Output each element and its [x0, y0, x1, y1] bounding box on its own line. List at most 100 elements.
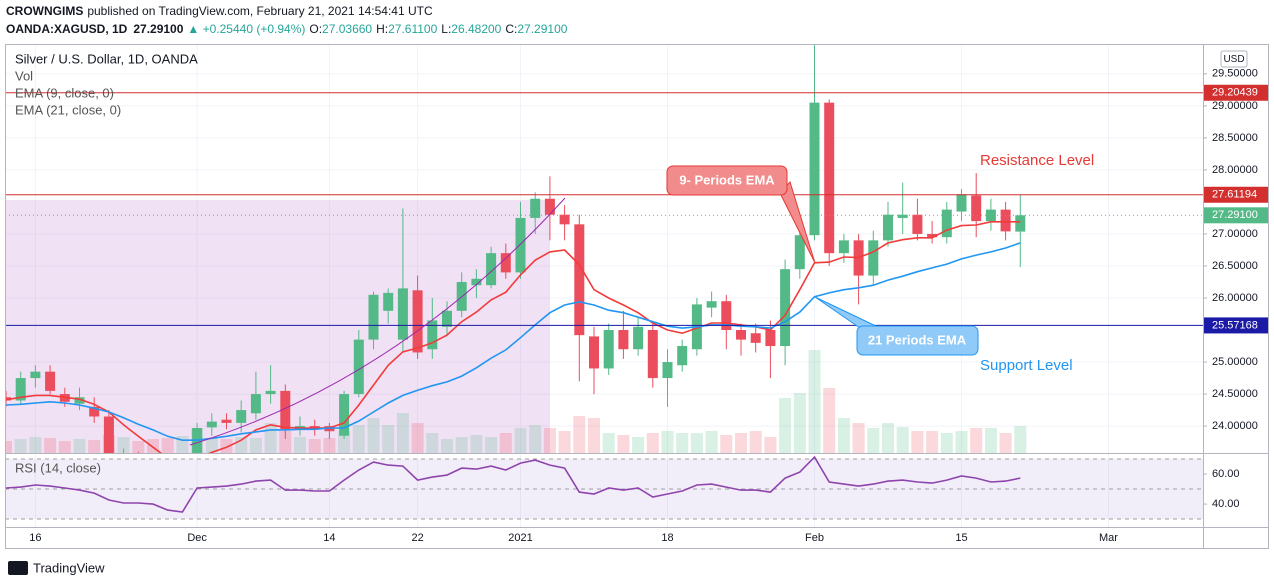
volume-bar — [58, 441, 71, 453]
last-price-box — [1204, 207, 1268, 224]
axes: 29.50000 29.00000 28.50000 28.00000 27.00000… — [29, 68, 1268, 544]
volume-bar — [499, 433, 512, 453]
candle-body — [809, 102, 820, 236]
candle-body — [603, 330, 614, 369]
volume-bar — [396, 413, 409, 453]
candle-body — [824, 102, 835, 254]
volume-bar — [867, 428, 880, 453]
ema-line — [5, 221, 1021, 453]
volume-bar — [749, 431, 762, 453]
frame-border — [5, 44, 1269, 549]
candle-body — [897, 214, 908, 218]
legend-entry: EMA (9, close, 0) — [15, 85, 114, 100]
candle-body — [559, 214, 570, 225]
volume-bar — [352, 425, 365, 453]
candle-body — [574, 224, 585, 336]
candle-body — [221, 419, 232, 423]
x-tick-label: 16 — [29, 532, 41, 544]
volume-bar — [308, 439, 321, 453]
candle-body — [236, 410, 247, 423]
symbol-line: OANDA:XAGUSD, 1D 27.29100 ▲ +0.25440 (+0.9… — [6, 22, 568, 36]
ema-line — [5, 242, 1021, 441]
candle-body — [662, 362, 673, 379]
ohlc-value: 27.29100 — [517, 22, 567, 36]
candle-body — [971, 195, 982, 222]
frame — [5, 44, 1269, 549]
candle-body — [383, 292, 394, 311]
candle-body — [250, 394, 261, 414]
candle-body — [442, 310, 452, 327]
currency-box — [1220, 50, 1248, 68]
volume-bar — [14, 439, 27, 453]
candle-body — [397, 288, 408, 340]
candle-body — [74, 397, 85, 404]
last-price-label: 27.29100 — [1212, 209, 1258, 221]
volume-bar — [543, 428, 556, 453]
y-tick-label: 28.50000 — [1212, 132, 1258, 144]
candle-body — [1000, 209, 1011, 232]
volume-bar — [411, 423, 424, 453]
volume-bar — [882, 423, 894, 453]
volume-bar — [558, 431, 571, 453]
candle-body — [677, 346, 688, 366]
volume-bar — [205, 438, 218, 453]
y-tick-label: 28.00000 — [1212, 164, 1258, 176]
volume-bar — [852, 423, 865, 453]
level-label-box — [1204, 84, 1268, 101]
candle-body — [30, 371, 41, 379]
candle-body — [1015, 215, 1026, 232]
volume-bar — [5, 441, 12, 453]
ohlc-key: C: — [505, 22, 517, 36]
volume-bar — [117, 437, 130, 453]
volume-bar — [220, 439, 233, 453]
y-tick-label: 29.50000 — [1212, 68, 1258, 80]
brand: TradingView — [33, 560, 105, 575]
candle-body — [633, 326, 644, 350]
volume-bar — [88, 440, 101, 453]
symbol: OANDA:XAGUSD, 1D — [6, 22, 128, 36]
callout-box — [666, 165, 788, 196]
candle-body — [280, 390, 291, 430]
volume-bar — [617, 435, 630, 453]
publisher: CROWNGIMS — [6, 4, 83, 18]
chart-title: Silver / U.S. Dollar, 1D, OANDA — [15, 51, 198, 66]
candle-body — [647, 330, 658, 379]
volume-bar — [970, 428, 983, 453]
candle-body — [706, 301, 717, 308]
volume-bar — [837, 418, 850, 453]
volume-bar — [382, 425, 395, 453]
candle-body — [486, 253, 497, 286]
volume-bar — [514, 428, 527, 453]
y-tick-label: 26.00000 — [1212, 292, 1258, 304]
volume-bar — [911, 431, 924, 453]
legend-entry: Vol — [15, 68, 33, 83]
volume-bar — [999, 433, 1012, 453]
trend-curve — [189, 197, 566, 446]
y-tick-label: 26.50000 — [1212, 260, 1258, 272]
volume-bar — [690, 433, 703, 453]
volume-bar — [161, 438, 174, 453]
candle-body — [589, 336, 599, 369]
candle-body — [736, 330, 746, 340]
published: published on TradingView.com, February 2… — [87, 4, 433, 18]
ohlc-key: H: — [376, 22, 388, 36]
candle-body — [618, 330, 629, 350]
candle-body — [927, 233, 938, 238]
volume-bar — [367, 418, 380, 453]
callout-box — [856, 325, 979, 356]
annotation: 21 Periods EMA — [868, 332, 967, 347]
change: ▲ +0.25440 (+0.94%) — [187, 22, 305, 36]
volume-bar — [984, 428, 997, 453]
annotation: Resistance Level — [980, 152, 1094, 169]
rsi-line — [5, 455, 1021, 513]
volume-bar — [588, 418, 600, 453]
level-label-box — [1204, 317, 1268, 334]
header-line: CROWNGIMS published on TradingView.com, F… — [6, 4, 433, 18]
candle-body — [721, 301, 732, 331]
price-pane — [5, 45, 1203, 453]
rsi-title: RSI (14, close) — [15, 460, 101, 475]
level-label: 27.61194 — [1212, 189, 1257, 201]
volume-bar — [646, 433, 659, 453]
volume-bar — [676, 433, 689, 453]
